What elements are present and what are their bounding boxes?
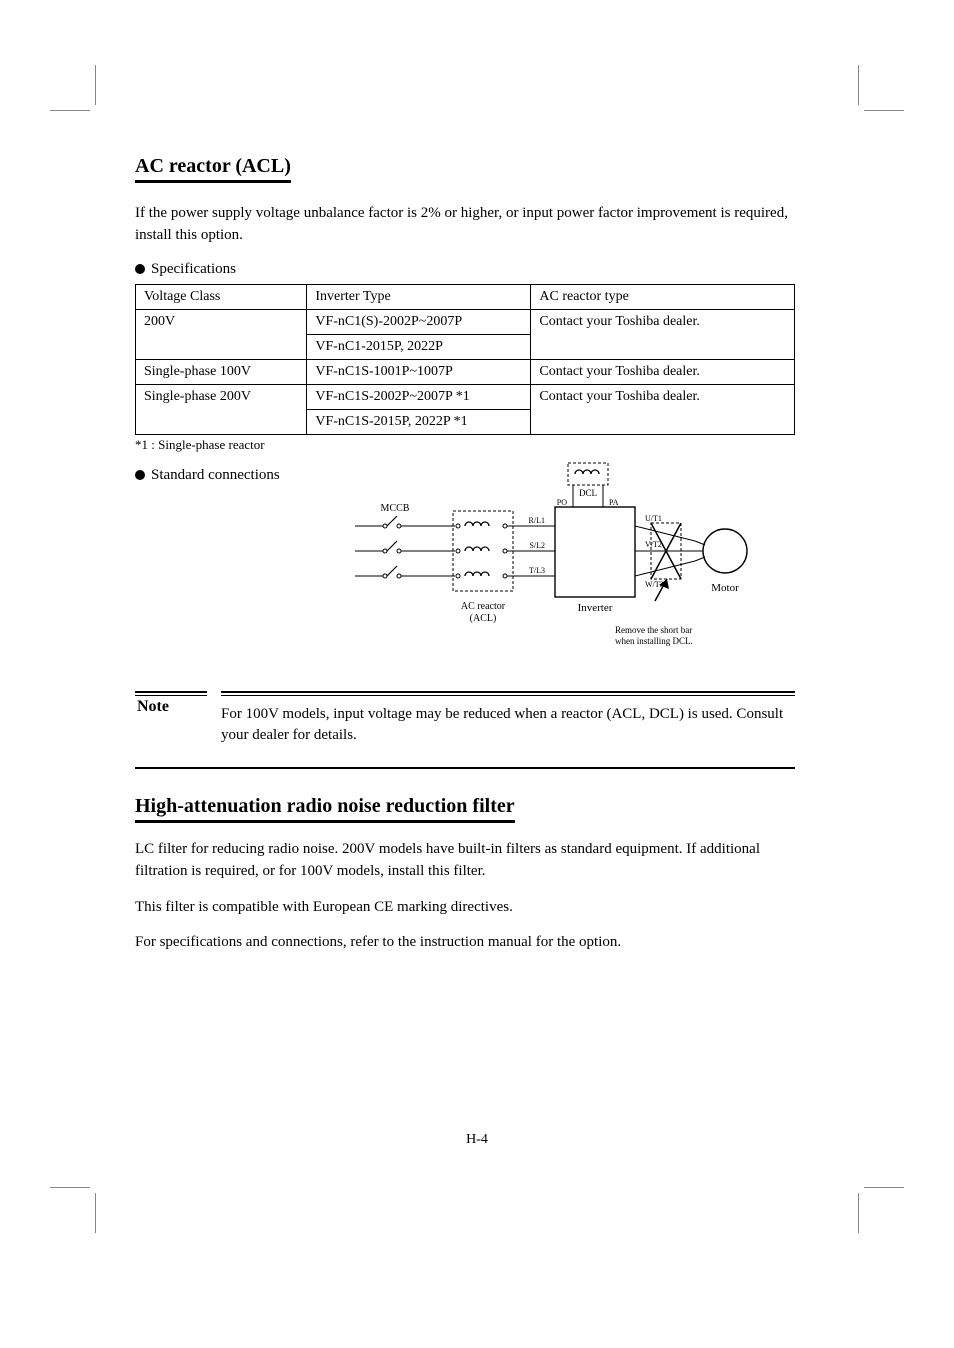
- section2-p3: For specifications and connections, refe…: [135, 932, 795, 954]
- table-cell: VF-nC1S-2015P, 2022P *1: [307, 409, 531, 434]
- diagram-block: Standard connections DCL: [135, 461, 795, 651]
- motor-label: Motor: [711, 582, 739, 594]
- terminal-label: PO: [557, 498, 567, 507]
- acl-label2: (ACL): [470, 613, 497, 624]
- inverter-label: Inverter: [578, 602, 613, 614]
- section-heading: High-attenuation radio noise reduction f…: [135, 795, 515, 823]
- spec-table: Voltage Class Inverter Type AC reactor t…: [135, 284, 795, 435]
- table-cell: Contact your Toshiba dealer.: [531, 359, 795, 384]
- table-footnote: *1 : Single-phase reactor: [135, 437, 795, 453]
- note-label: Note: [135, 696, 207, 716]
- note-block: Note For 100V models, input voltage may …: [135, 691, 795, 770]
- table-cell: VF-nC1S-1001P~1007P: [307, 359, 531, 384]
- terminal-label: T/L3: [529, 566, 545, 575]
- mccb-label: MCCB: [381, 503, 410, 514]
- diagram-lead: Standard connections: [135, 461, 355, 484]
- terminal-label: S/L2: [529, 541, 545, 550]
- note-body: For 100V models, input voltage may be re…: [221, 704, 795, 748]
- page-number: H-4: [0, 1132, 954, 1148]
- table-cell: Contact your Toshiba dealer.: [531, 384, 795, 434]
- terminal-label: PA: [609, 498, 619, 507]
- section-noise-filter: High-attenuation radio noise reduction f…: [135, 795, 795, 954]
- col-header: Inverter Type: [307, 284, 531, 309]
- spec-table-lead-text: Specifications: [151, 261, 236, 277]
- table-cell: 200V: [136, 309, 307, 359]
- section-heading: AC reactor (ACL): [135, 155, 291, 183]
- section-ac-reactor: AC reactor (ACL) If the power supply vol…: [135, 155, 795, 651]
- table-cell: VF-nC1-2015P, 2022P: [307, 334, 531, 359]
- table-cell: Contact your Toshiba dealer.: [531, 309, 795, 359]
- bullet-icon: [135, 264, 145, 274]
- col-header: AC reactor type: [531, 284, 795, 309]
- table-cell: Single-phase 100V: [136, 359, 307, 384]
- section2-p1: LC filter for reducing radio noise. 200V…: [135, 839, 795, 883]
- table-cell: VF-nC1S-2002P~2007P *1: [307, 384, 531, 409]
- spec-table-lead: Specifications: [135, 261, 795, 278]
- acl-label: AC reactor: [461, 601, 506, 612]
- terminal-label: U/T1: [645, 514, 662, 523]
- remove-bar-label: Remove the short bar: [615, 625, 692, 635]
- diagram-lead-text: Standard connections: [151, 467, 280, 483]
- spec-table-block: Specifications Voltage Class Inverter Ty…: [135, 261, 795, 453]
- col-header: Voltage Class: [136, 284, 307, 309]
- bullet-icon: [135, 470, 145, 480]
- section2-p2: This filter is compatible with European …: [135, 897, 795, 919]
- table-cell: Single-phase 200V: [136, 384, 307, 434]
- terminal-label: R/L1: [529, 516, 545, 525]
- remove-bar-label2: when installing DCL.: [615, 636, 693, 646]
- terminal-label: V/T2: [645, 540, 662, 549]
- table-cell: VF-nC1(S)-2002P~2007P: [307, 309, 531, 334]
- connection-diagram: DCL PO PA Inverter MCCB AC reactor (ACL): [355, 461, 785, 651]
- page-content: AC reactor (ACL) If the power supply vol…: [135, 155, 795, 968]
- section-intro: If the power supply voltage unbalance fa…: [135, 203, 795, 247]
- dcl-label: DCL: [579, 488, 597, 498]
